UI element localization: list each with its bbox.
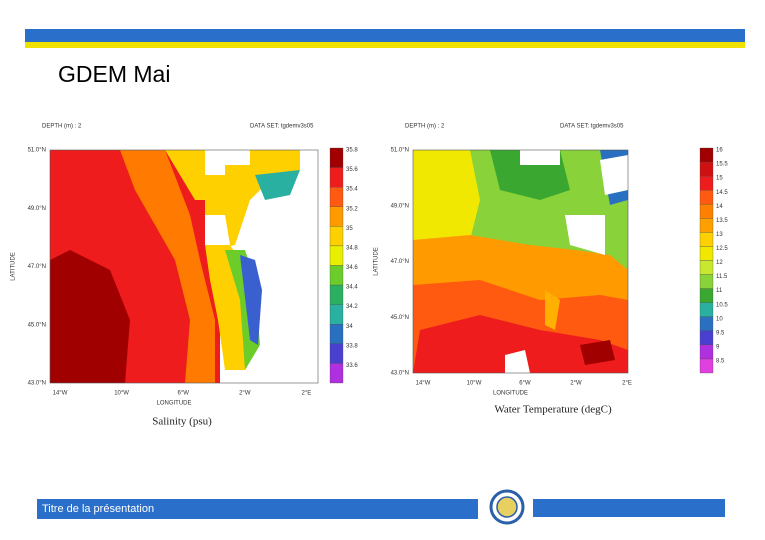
colorbar-cell: [699, 344, 714, 360]
latitude-label: 47.0°N: [28, 264, 46, 270]
colorbar-label: 14.5: [716, 190, 728, 196]
colorbar-cell: [699, 175, 714, 191]
colorbar-cell: [329, 265, 344, 286]
longitude-label: 6°W: [519, 381, 531, 387]
colorbar-label: 33.8: [346, 343, 358, 349]
colorbar-label: 12.5: [716, 246, 728, 252]
x-axis-label: LONGITUDE: [493, 391, 528, 397]
colorbar-label: 35.4: [346, 187, 358, 193]
colorbar-label: 12: [716, 260, 723, 266]
colorbar-label: 34.2: [346, 304, 358, 310]
dataset-label: DATA SET: tgdemv3s05: [250, 124, 314, 130]
footer-bar-right: [533, 499, 725, 517]
colorbar-cell: [699, 302, 714, 317]
colorbar-label: 15: [716, 176, 723, 182]
colorbar-cell: [699, 218, 714, 233]
longitude-label: 14°W: [416, 381, 431, 387]
colorbar-cell: [329, 226, 344, 247]
colorbar-label: 35.6: [346, 167, 358, 173]
colorbar-cell: [329, 167, 344, 188]
x-axis-label: LONGITUDE: [156, 401, 191, 407]
salinity-map: [50, 150, 318, 383]
latitude-label: 49.0°N: [28, 206, 46, 212]
colorbar-cell: [329, 363, 344, 384]
latitude-label: 43.0°N: [391, 371, 409, 377]
map-frame: [412, 149, 629, 374]
colorbar-cell: [699, 246, 714, 261]
footer-bar: [37, 499, 478, 519]
slide-title: GDEM Mai: [58, 61, 170, 87]
longitude-label: 10°W: [114, 391, 129, 397]
caption: Water Temperature (degC): [494, 404, 612, 416]
longitude-label: 14°W: [53, 391, 68, 397]
colorbar-label: 8.5: [716, 359, 725, 365]
colorbar-label: 35: [346, 226, 353, 232]
footer-text: Titre de la présentation: [42, 503, 154, 515]
colorbar-label: 11: [716, 288, 723, 294]
colorbar-cell: [699, 330, 714, 346]
colorbar-label: 14: [716, 204, 723, 210]
colorbar-cell: [699, 288, 714, 303]
y-axis-label: LATITUDE: [11, 252, 17, 281]
caption: Salinity (psu): [152, 416, 212, 428]
map-frame: [49, 149, 319, 384]
colorbar-label: 9: [716, 344, 720, 350]
longitude-label: 2°W: [239, 391, 251, 397]
colorbar-cell: [699, 232, 714, 247]
colorbar-label: 15.5: [716, 162, 728, 168]
colorbar-cell: [329, 147, 344, 168]
depth-label: DEPTH (m) : 2: [42, 124, 82, 130]
colorbar-cell: [699, 161, 714, 177]
colorbar-label: 34.4: [346, 285, 358, 291]
colorbar-label: 35.2: [346, 206, 358, 212]
temperature-map: [413, 150, 628, 373]
colorbar-label: 35.8: [346, 148, 358, 154]
colorbar-cell: [699, 316, 714, 331]
colorbar-label: 16: [716, 148, 723, 154]
longitude-label: 10°W: [467, 381, 482, 387]
colorbar-cell: [699, 274, 714, 289]
colorbar-cell: [699, 260, 714, 275]
colorbar-cell: [699, 204, 714, 219]
colorbar-label: 10.5: [716, 302, 728, 308]
colorbar-cell: [699, 190, 714, 205]
colorbar-label: 34.8: [346, 245, 358, 251]
latitude-label: 51.0°N: [28, 148, 46, 154]
longitude-label: 2°E: [302, 391, 312, 397]
logo-inner: [496, 496, 518, 518]
latitude-label: 49.0°N: [391, 203, 409, 209]
longitude-label: 2°W: [570, 381, 582, 387]
dataset-label: DATA SET: tgdemv3s05: [560, 124, 624, 130]
colorbar-label: 33.6: [346, 363, 358, 369]
colorbar-cell: [329, 343, 344, 364]
colorbar-label: 10: [716, 316, 723, 322]
latitude-label: 45.0°N: [391, 315, 409, 321]
colorbar-cell: [329, 206, 344, 227]
depth-label: DEPTH (m) : 2: [405, 124, 445, 130]
top-stripe: [25, 42, 745, 48]
colorbar-label: 13: [716, 232, 723, 238]
colorbar-cell: [699, 147, 714, 163]
colorbar-label: 34: [346, 324, 353, 330]
colorbar-label: 11.5: [716, 274, 728, 280]
latitude-label: 47.0°N: [391, 259, 409, 265]
top-bar: [25, 29, 745, 42]
longitude-label: 2°E: [622, 381, 632, 387]
colorbar-label: 13.5: [716, 218, 728, 224]
latitude-label: 43.0°N: [28, 381, 46, 387]
latitude-label: 45.0°N: [28, 322, 46, 328]
colorbar-cell: [329, 245, 344, 266]
colorbar-label: 9.5: [716, 330, 725, 336]
colorbar-cell: [329, 324, 344, 344]
colorbar-cell: [329, 304, 344, 325]
colorbar-cell: [329, 187, 344, 207]
colorbar-cell: [329, 284, 344, 305]
latitude-label: 51.0°N: [391, 148, 409, 154]
y-axis-label: LATITUDE: [374, 247, 380, 276]
colorbar-cell: [699, 358, 714, 374]
longitude-label: 6°W: [177, 391, 189, 397]
colorbar-label: 34.6: [346, 265, 358, 271]
